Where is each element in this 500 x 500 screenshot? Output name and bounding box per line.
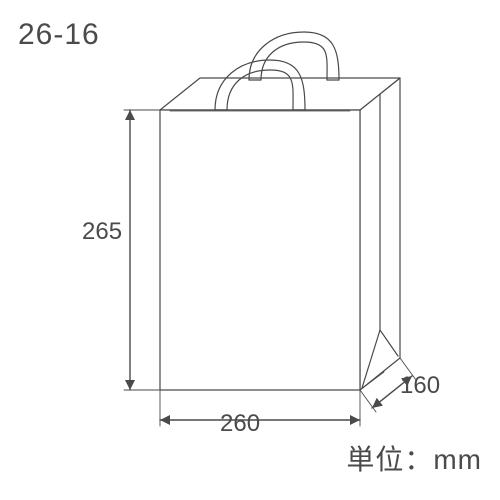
diagram-canvas: 26-16 単位：mm 265 260 160 <box>0 0 500 500</box>
bag-drawing <box>0 0 500 500</box>
